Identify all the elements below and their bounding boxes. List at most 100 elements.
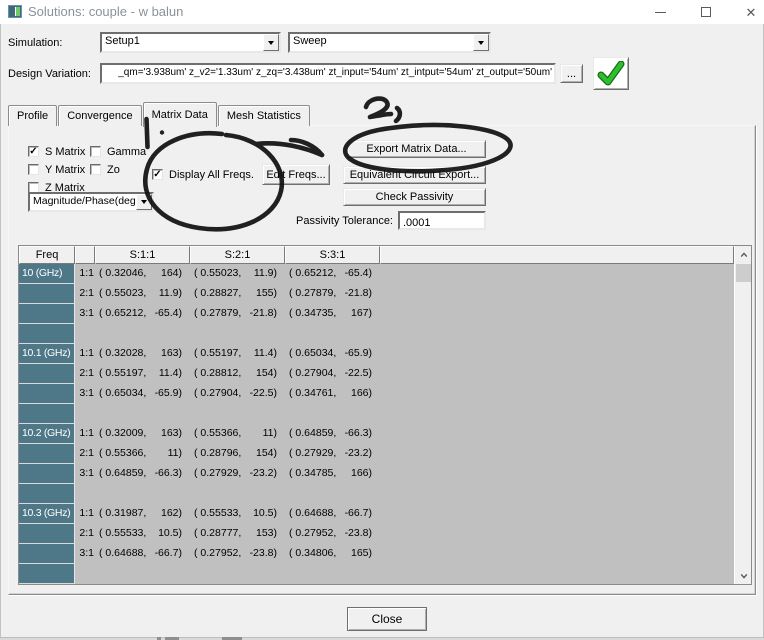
close-icon: ✕ [745, 4, 757, 20]
valid-solution-button[interactable] [593, 57, 629, 90]
s-param-cell: ( 0.28812, 154) [194, 367, 277, 379]
column-header-s31[interactable]: S:3:1 [285, 246, 380, 264]
close-button[interactable]: Close [347, 607, 427, 631]
edit-freqs-button[interactable]: Edit Freqs... [262, 164, 330, 185]
tab-strip: Profile Convergence Matrix Data Mesh Sta… [8, 101, 311, 127]
s-param-cell: ( 0.32009, 163) [99, 427, 182, 439]
close-window-button[interactable]: ✕ [738, 0, 764, 24]
table-row[interactable]: 2:1 ( 0.55197, 11.4) ( 0.28812, 154) ( 0.2790… [19, 364, 734, 384]
table-row[interactable]: 3:1 ( 0.65034, -65.9) ( 0.27904, -22.5) ( 0.3… [19, 384, 734, 404]
table-row[interactable]: 3:1 ( 0.64859, -66.3) ( 0.27929, -23.2) ( 0.3… [19, 464, 734, 484]
s-param-cell: ( 0.27879, -21.8) [194, 307, 277, 319]
row-port-label: 1:1 [79, 507, 94, 519]
browse-variation-button[interactable]: ... [560, 64, 583, 83]
s-param-cell: ( 0.32028, 163) [99, 347, 182, 359]
s-param-cell: ( 0.34761, 166) [289, 387, 372, 399]
table-row[interactable]: 2:1 ( 0.55023, 11.9) ( 0.28827, 155) ( 0.2787… [19, 284, 734, 304]
sweep-combobox[interactable]: Sweep [288, 32, 491, 53]
vertical-scrollbar[interactable] [734, 246, 751, 584]
s-param-cell: ( 0.55533, 10.5) [194, 507, 277, 519]
tab-matrix-data[interactable]: Matrix Data [142, 102, 217, 127]
scrollbar-thumb[interactable] [736, 264, 751, 282]
s-param-cell: ( 0.64688, -66.7) [289, 507, 372, 519]
freq-cell [19, 464, 75, 484]
s-param-cell: ( 0.55023, 11.9) [99, 287, 182, 299]
format-value: Magnitude/Phase(deg [33, 195, 136, 207]
table-row[interactable]: 10.2 (GHz) 1:1 ( 0.32009, 163) ( 0.55366, 11)… [19, 424, 734, 444]
freq-cell [19, 304, 75, 324]
s-param-cell: ( 0.27952, -23.8) [289, 527, 372, 539]
setup-combobox[interactable]: Setup1 [100, 32, 281, 53]
s-param-cell: ( 0.55023, 11.9) [194, 267, 277, 279]
freq-cell [19, 404, 75, 424]
row-port-label: 3:1 [79, 547, 94, 559]
design-variation-value: _qm='3.938um' z_v2='1.33um' z_zq='3.438u… [118, 67, 552, 78]
tab-label: Profile [17, 110, 49, 122]
row-port-label: 1:1 [79, 267, 94, 279]
s-param-cell: ( 0.65212, -65.4) [289, 267, 372, 279]
column-header-s11[interactable]: S:1:1 [95, 246, 190, 264]
solutions-dialog-icon [8, 5, 22, 18]
scroll-up-button[interactable] [735, 246, 752, 263]
s-param-cell: ( 0.28777, 153) [194, 527, 277, 539]
tab-label: Convergence [67, 110, 133, 122]
check-passivity-button[interactable]: Check Passivity [343, 188, 486, 206]
export-matrix-data-button[interactable]: Export Matrix Data... [347, 140, 486, 158]
zo-checkbox[interactable] [90, 164, 101, 175]
matrix-table-header: Freq S:1:1 S:2:1 S:3:1 [19, 246, 734, 264]
design-variation-field[interactable]: _qm='3.938um' z_v2='1.33um' z_zq='3.438u… [100, 63, 556, 84]
table-row[interactable]: 10.3 (GHz) 1:1 ( 0.31987, 162) ( 0.55533, 10.… [19, 504, 734, 524]
sweep-dropdown-button[interactable] [473, 34, 489, 51]
s-matrix-checkbox[interactable] [28, 146, 39, 157]
freq-cell: 10 (GHz) [19, 264, 75, 284]
table-spacer-row[interactable] [19, 484, 734, 504]
freq-cell: 10.3 (GHz) [19, 504, 75, 524]
display-all-freqs-checkbox[interactable] [152, 169, 163, 180]
s-param-cell: ( 0.27929, -23.2) [289, 447, 372, 459]
format-combobox[interactable]: Magnitude/Phase(deg [28, 192, 154, 212]
row-port-label: 3:1 [79, 387, 94, 399]
background-window-edge [222, 637, 242, 640]
y-matrix-checkbox[interactable] [28, 164, 39, 175]
format-dropdown-button[interactable] [136, 194, 152, 210]
display-all-freqs-label: Display All Freqs. [169, 169, 254, 181]
row-port-label: 2:1 [79, 367, 94, 379]
table-spacer-row[interactable] [19, 564, 734, 584]
setup-dropdown-button[interactable] [263, 34, 279, 51]
tab-mesh-statistics[interactable]: Mesh Statistics [217, 105, 310, 126]
setup-value: Setup1 [105, 35, 140, 47]
column-header-blank[interactable] [75, 246, 95, 264]
s-param-cell: ( 0.55366, 11) [194, 427, 277, 439]
gamma-checkbox[interactable] [90, 146, 101, 157]
table-spacer-row[interactable] [19, 404, 734, 424]
s-param-cell: ( 0.65212, -65.4) [99, 307, 182, 319]
table-row[interactable]: 10 (GHz) 1:1 ( 0.32046, 164) ( 0.55023, 11.9)… [19, 264, 734, 284]
row-port-label: 2:1 [79, 287, 94, 299]
scroll-down-button[interactable] [735, 567, 752, 584]
passivity-tolerance-field[interactable]: .0001 [398, 211, 486, 230]
table-spacer-row[interactable] [19, 324, 734, 344]
table-row[interactable]: 10.1 (GHz) 1:1 ( 0.32028, 163) ( 0.55197, 11.… [19, 344, 734, 364]
tab-profile[interactable]: Profile [8, 105, 58, 126]
tab-label: Mesh Statistics [226, 110, 301, 122]
column-header-s21[interactable]: S:2:1 [190, 246, 285, 264]
background-window-edge [165, 637, 179, 640]
passivity-tolerance-label: Passivity Tolerance: [295, 215, 393, 227]
minimize-icon [654, 11, 666, 13]
maximize-button[interactable] [693, 0, 719, 24]
table-row[interactable]: 2:1 ( 0.55533, 10.5) ( 0.28777, 153) ( 0.2795… [19, 524, 734, 544]
table-row[interactable]: 3:1 ( 0.65212, -65.4) ( 0.27879, -21.8) ( 0.3… [19, 304, 734, 324]
table-row[interactable]: 2:1 ( 0.55366, 11) ( 0.28796, 154) ( 0.27929,… [19, 444, 734, 464]
s-param-cell: ( 0.55197, 11.4) [99, 367, 182, 379]
s-param-cell: ( 0.28796, 154) [194, 447, 277, 459]
equivalent-circuit-export-button[interactable]: Equivalent Circuit Export... [343, 166, 486, 184]
sweep-value: Sweep [293, 35, 327, 47]
tab-convergence[interactable]: Convergence [58, 105, 142, 126]
s-param-cell: ( 0.64859, -66.3) [289, 427, 372, 439]
column-header-freq[interactable]: Freq [19, 246, 75, 264]
freq-cell [19, 484, 75, 504]
minimize-button[interactable] [647, 0, 673, 24]
table-row[interactable]: 3:1 ( 0.64688, -66.7) ( 0.27952, -23.8) ( 0.3… [19, 544, 734, 564]
freq-cell: 10.2 (GHz) [19, 424, 75, 444]
